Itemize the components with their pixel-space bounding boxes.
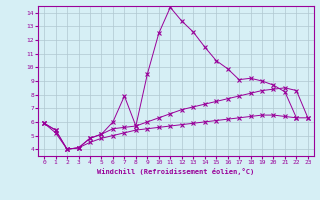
X-axis label: Windchill (Refroidissement éolien,°C): Windchill (Refroidissement éolien,°C) xyxy=(97,168,255,175)
